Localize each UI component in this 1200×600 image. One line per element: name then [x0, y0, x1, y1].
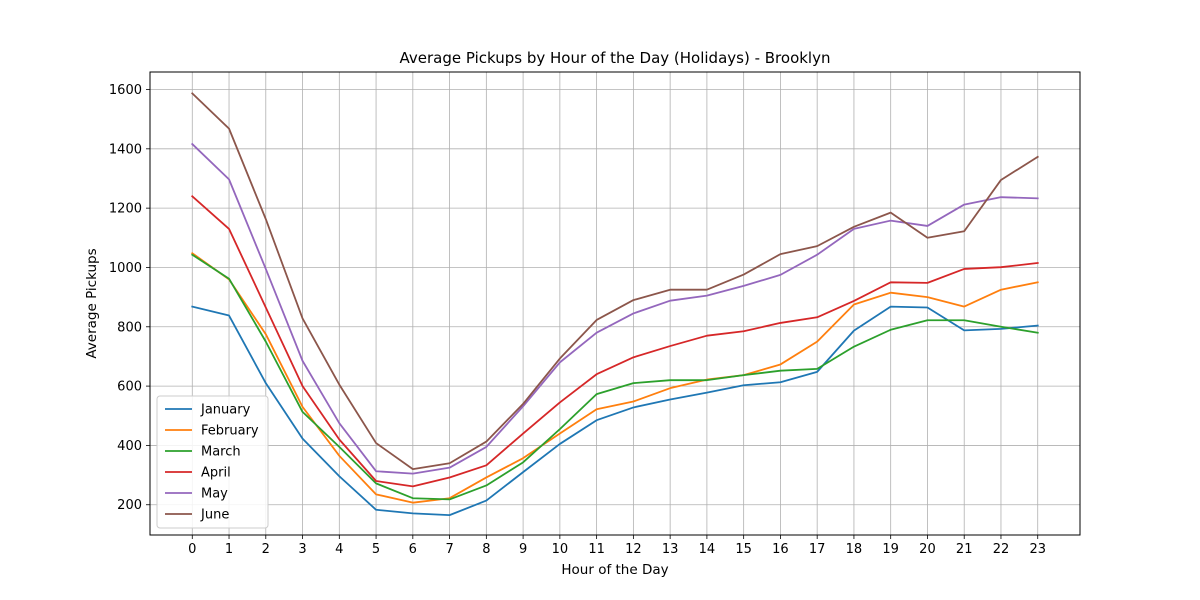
chart-title: Average Pickups by Hour of the Day (Holi…: [400, 49, 831, 67]
x-tick-label: 21: [956, 542, 973, 557]
legend-label-may: May: [201, 487, 228, 502]
x-tick-label: 14: [699, 542, 716, 557]
x-tick-label: 17: [809, 542, 826, 557]
y-tick-label: 800: [117, 320, 142, 335]
legend: January February March April May June: [156, 395, 269, 529]
x-tick-label: 6: [409, 542, 417, 557]
x-tick-label: 5: [372, 542, 380, 557]
x-tick-label: 18: [846, 542, 863, 557]
y-tick-label: 1200: [109, 202, 142, 217]
grid-lines: [150, 72, 1080, 535]
legend-box: [156, 395, 269, 529]
x-tick-label: 13: [662, 542, 679, 557]
y-tick-label: 1400: [109, 142, 142, 157]
legend-label-january: January: [200, 403, 251, 418]
x-tick-label: 19: [882, 542, 899, 557]
series-line-february: [191, 251, 1039, 504]
series-line-april: [190, 195, 1039, 488]
x-tick-label: 10: [552, 542, 569, 557]
x-tick-label: 7: [445, 542, 453, 557]
x-tick-label: 0: [188, 542, 196, 557]
x-tick-label: 3: [298, 542, 306, 557]
x-tick-label: 8: [482, 542, 490, 557]
y-tick-label: 200: [117, 498, 142, 513]
x-tick-label: 22: [993, 542, 1010, 557]
x-axis-label: Hour of the Day: [561, 562, 668, 578]
x-tick-label: 20: [919, 542, 936, 557]
x-tick-label: 9: [519, 542, 527, 557]
x-tick-label: 4: [335, 542, 343, 557]
x-tick-label: 15: [735, 542, 752, 557]
legend-label-february: February: [201, 424, 259, 439]
x-tick-label: 11: [588, 542, 605, 557]
plot-frame: [149, 71, 1081, 536]
y-tick-label: 1000: [109, 261, 142, 276]
x-tick-label: 12: [625, 542, 642, 557]
y-tick-label: 1600: [109, 83, 142, 98]
y-axis-label: Average Pickups: [84, 248, 100, 358]
series-line-january: [191, 305, 1039, 517]
legend-label-june: June: [200, 508, 229, 523]
x-tick-label: 16: [772, 542, 789, 557]
x-tick-label: 23: [1029, 542, 1046, 557]
legend-label-march: March: [201, 445, 241, 460]
series-line-march: [191, 253, 1039, 501]
x-tick-label: 1: [225, 542, 233, 557]
legend-label-april: April: [201, 466, 231, 481]
axis-ticks: 0 1 2 3 4 5 6 7 8 9 10 11 12 13 14 15 16 17 18 19 20 21 22 2320…: [109, 83, 1046, 557]
series-line-june: [190, 92, 1039, 471]
x-tick-label: 2: [262, 542, 270, 557]
series-lines: [190, 92, 1039, 517]
y-tick-label: 600: [117, 380, 142, 395]
y-tick-label: 400: [117, 439, 142, 454]
series-line-may: [190, 142, 1039, 475]
